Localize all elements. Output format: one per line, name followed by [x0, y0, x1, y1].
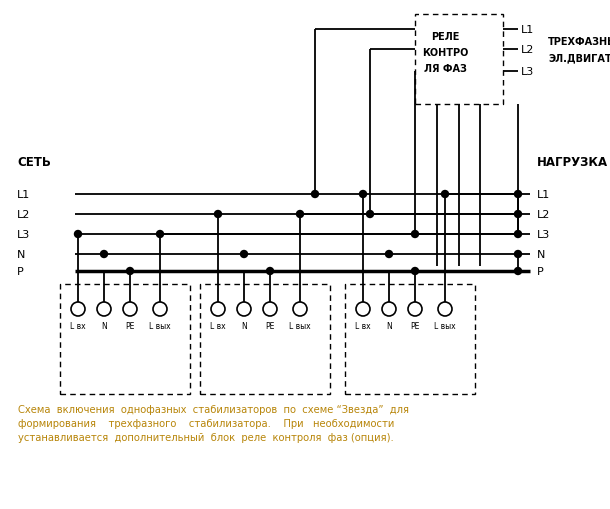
Text: ТРЕХФАЗНЫЕ: ТРЕХФАЗНЫЕ — [548, 37, 610, 47]
Text: N: N — [386, 321, 392, 330]
Text: L вх: L вх — [70, 321, 86, 330]
Text: PE: PE — [411, 321, 420, 330]
Text: Схема  включения  однофазных  стабилизаторов  по  схеме “Звезда”  для: Схема включения однофазных стабилизаторо… — [18, 404, 409, 414]
Circle shape — [442, 191, 448, 198]
Text: N: N — [101, 321, 107, 330]
Text: L1: L1 — [521, 25, 534, 35]
Text: L2: L2 — [17, 210, 31, 219]
Text: устанавливается  дополнительный  блок  реле  контроля  фаз (опция).: устанавливается дополнительный блок реле… — [18, 432, 393, 442]
Circle shape — [126, 268, 134, 275]
Circle shape — [386, 251, 392, 258]
Text: формирования    трехфазного    стабилизатора.    При   необходимости: формирования трехфазного стабилизатора. … — [18, 418, 395, 428]
Text: L вых: L вых — [149, 321, 171, 330]
Text: L3: L3 — [537, 230, 550, 240]
Text: ЛЯ ФАЗ: ЛЯ ФАЗ — [425, 64, 467, 74]
Text: L вх: L вх — [210, 321, 226, 330]
Circle shape — [296, 211, 304, 218]
Text: L1: L1 — [17, 190, 31, 200]
Bar — [415, 15, 503, 105]
Circle shape — [514, 211, 522, 218]
Text: ЭЛ.ДВИГАТЕЛИ: ЭЛ.ДВИГАТЕЛИ — [548, 53, 610, 63]
Text: L2: L2 — [537, 210, 550, 219]
Circle shape — [367, 211, 373, 218]
Circle shape — [215, 211, 221, 218]
Text: НАГРУЗКА: НАГРУЗКА — [537, 155, 608, 168]
Circle shape — [514, 191, 522, 198]
Circle shape — [312, 191, 318, 198]
Text: L3: L3 — [17, 230, 31, 240]
Text: КОНТРО: КОНТРО — [423, 48, 469, 58]
Bar — [60, 285, 190, 394]
Circle shape — [412, 268, 418, 275]
Circle shape — [157, 231, 163, 238]
Circle shape — [514, 268, 522, 275]
Circle shape — [514, 251, 522, 258]
Text: L вых: L вых — [289, 321, 311, 330]
Text: L2: L2 — [521, 45, 534, 55]
Text: РЕЛЕ: РЕЛЕ — [432, 32, 460, 42]
Circle shape — [101, 251, 107, 258]
Text: P: P — [17, 267, 24, 276]
Text: L1: L1 — [537, 190, 550, 200]
Text: P: P — [537, 267, 544, 276]
Text: N: N — [241, 321, 247, 330]
Circle shape — [514, 231, 522, 238]
Circle shape — [267, 268, 273, 275]
Text: N: N — [17, 249, 26, 260]
Text: PE: PE — [265, 321, 275, 330]
Text: PE: PE — [125, 321, 135, 330]
Text: N: N — [537, 249, 545, 260]
Bar — [345, 285, 475, 394]
Circle shape — [74, 231, 82, 238]
Circle shape — [412, 231, 418, 238]
Text: L вх: L вх — [355, 321, 371, 330]
Bar — [200, 285, 330, 394]
Text: L вых: L вых — [434, 321, 456, 330]
Circle shape — [359, 191, 367, 198]
Circle shape — [240, 251, 248, 258]
Text: L3: L3 — [521, 67, 534, 77]
Text: СЕТЬ: СЕТЬ — [17, 155, 51, 168]
